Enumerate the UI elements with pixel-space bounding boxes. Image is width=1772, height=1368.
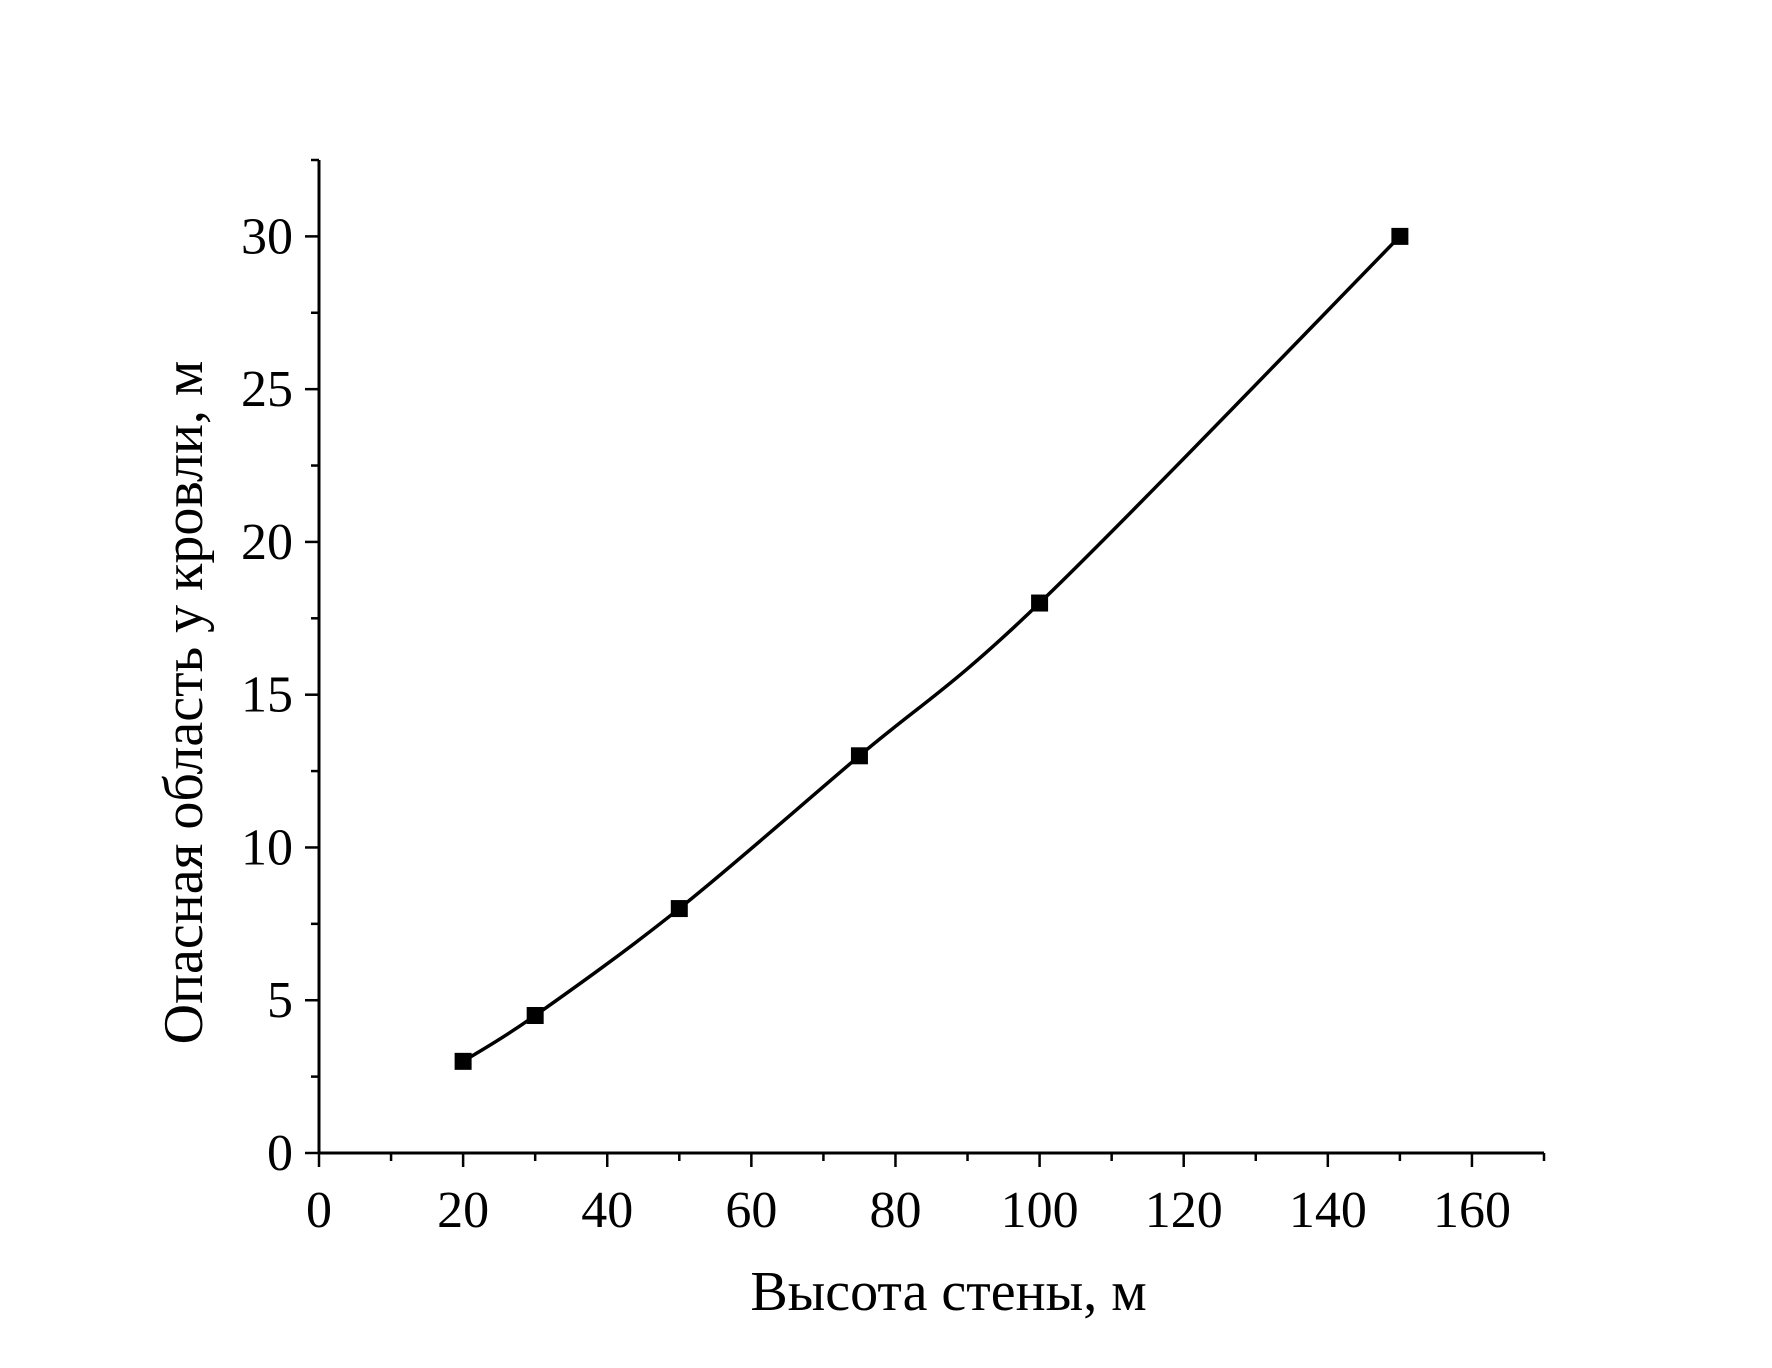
x-tick-label: 160 — [1433, 1182, 1511, 1239]
x-tick-label: 20 — [437, 1182, 489, 1239]
y-tick-label: 25 — [241, 361, 293, 418]
y-axis-ticks: 0 5 10 15 20 25 30 — [241, 158, 319, 1182]
data-point-marker — [526, 1007, 544, 1025]
y-tick-label: 15 — [241, 667, 293, 724]
plot-area: 0 20 40 60 80 100 120 140 160 0 5 10 15 20 25 30 — [241, 158, 1546, 1239]
data-point-marker — [1031, 594, 1049, 612]
y-axis-label: Опасная область у кровли, м — [153, 361, 215, 1045]
series-layer — [454, 227, 1409, 1070]
x-tick-label: 80 — [869, 1182, 921, 1239]
data-point-marker — [1391, 227, 1409, 245]
x-tick-label: 140 — [1289, 1182, 1367, 1239]
y-tick-label: 5 — [267, 972, 293, 1029]
y-tick-label: 10 — [241, 819, 293, 876]
data-point-marker — [454, 1052, 472, 1070]
x-tick-label: 40 — [581, 1182, 633, 1239]
x-tick-label: 120 — [1145, 1182, 1223, 1239]
y-tick-label: 0 — [267, 1125, 293, 1182]
x-tick-label: 60 — [725, 1182, 777, 1239]
x-tick-label: 100 — [1001, 1182, 1079, 1239]
x-tick-label: 0 — [306, 1182, 332, 1239]
series-line — [462, 235, 1402, 1063]
x-axis-ticks: 0 20 40 60 80 100 120 140 160 — [306, 1153, 1546, 1239]
data-point-marker — [670, 900, 688, 918]
x-axis-label: Высота стены, м — [750, 1261, 1146, 1323]
y-tick-label: 20 — [241, 514, 293, 571]
data-point-marker — [850, 747, 868, 765]
y-tick-label: 30 — [241, 208, 293, 265]
